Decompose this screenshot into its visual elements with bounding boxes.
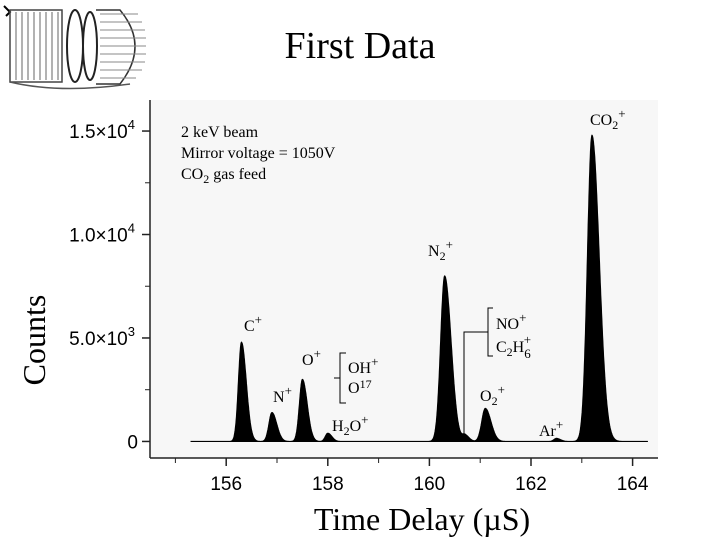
info-line-2: Mirror voltage = 1050V [181, 145, 336, 162]
peak-label-co2: CO2+ [590, 106, 626, 132]
bracket-label-no: NO+ [496, 310, 526, 333]
x-tick-label: 160 [414, 474, 446, 495]
x-axis-title: Time Delay (µS) [314, 501, 530, 537]
mass-spectrometer-logo-icon [3, 5, 146, 90]
y-axis-title: Counts [16, 295, 52, 386]
peak-label-n: N+ [273, 383, 292, 406]
peak-label-ar: Ar+ [539, 417, 563, 440]
slide-title: First Data [284, 25, 436, 67]
peak-label-c: C+ [244, 312, 262, 335]
bracket-label-oh: OH+ [348, 354, 378, 377]
peak-label-o: O+ [302, 346, 321, 369]
y-tick-label: 1.5×104 [69, 117, 135, 143]
x-tick-label: 158 [312, 474, 344, 495]
info-line-1: 2 keV beam [181, 124, 259, 141]
plot-panel [150, 100, 658, 458]
x-tick-label: 162 [515, 474, 547, 495]
bracket-label-c2h6: C2H6+ [496, 332, 531, 361]
bracket-label-o17: O17 [348, 377, 372, 397]
x-tick-label: 164 [617, 474, 649, 495]
y-tick-label: 0 [127, 432, 138, 453]
info-line-3: CO2 gas feed [181, 166, 266, 186]
x-tick-label: 156 [210, 474, 242, 495]
y-tick-label: 5.0×103 [69, 324, 135, 350]
peak-label-n2: N2+ [428, 237, 453, 263]
spectrum-chart: 156 158 160 162 164 0 5.0×103 1.0×104 1.5×104 C… [16, 100, 658, 537]
y-tick-label: 1.0×104 [69, 221, 135, 247]
peak-label-h2o: H2O+ [332, 412, 368, 438]
no-leader [463, 331, 488, 442]
peak-label-o2: O2+ [480, 382, 505, 408]
